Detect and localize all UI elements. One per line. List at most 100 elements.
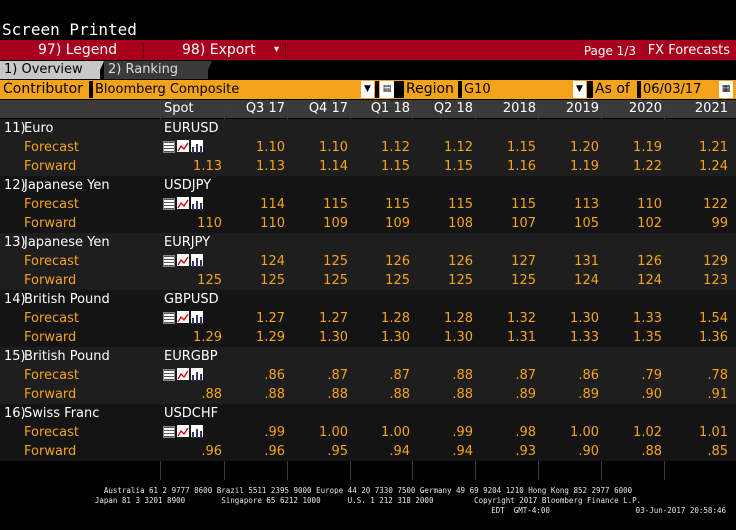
forecast-value[interactable]: 1.02 <box>633 425 662 440</box>
forward-value[interactable]: 1.33 <box>570 330 599 345</box>
currency-name[interactable]: British Pound <box>24 292 110 307</box>
spot-forward-value[interactable]: .96 <box>201 444 222 459</box>
bar-chart-icon[interactable] <box>191 425 203 438</box>
spot-forward-value[interactable]: .88 <box>201 387 222 402</box>
forward-value[interactable]: 1.13 <box>256 159 285 174</box>
asof-date-input[interactable]: 06/03/17 <box>641 81 717 98</box>
currency-name[interactable]: Japanese Yen <box>24 178 110 193</box>
forecast-value[interactable]: 125 <box>323 254 348 269</box>
forward-value[interactable]: .88 <box>452 387 473 402</box>
column-header[interactable]: Q2 18 <box>414 100 473 118</box>
export-dropdown-icon[interactable]: ▾ <box>274 44 280 55</box>
forecast-value[interactable]: 1.00 <box>319 425 348 440</box>
forward-value[interactable]: .95 <box>327 444 348 459</box>
forward-value[interactable]: 1.36 <box>699 330 728 345</box>
forward-value[interactable]: .88 <box>327 387 348 402</box>
spot-forward-value[interactable]: 1.29 <box>193 330 222 345</box>
forecast-value[interactable]: 1.10 <box>319 140 348 155</box>
forecast-value[interactable]: 110 <box>637 197 662 212</box>
line-chart-icon[interactable] <box>177 140 189 152</box>
forecast-value[interactable]: 1.10 <box>256 140 285 155</box>
forecast-value[interactable]: 1.30 <box>570 311 599 326</box>
forecast-value[interactable]: 113 <box>574 197 599 212</box>
forecast-value[interactable]: 1.21 <box>699 140 728 155</box>
forward-value[interactable]: .91 <box>707 387 728 402</box>
currency-name[interactable]: British Pound <box>24 349 110 364</box>
forecast-value[interactable]: 1.12 <box>444 140 473 155</box>
row-number[interactable]: 14) <box>4 292 26 307</box>
ticker[interactable]: EURJPY <box>164 235 211 250</box>
forward-value[interactable]: 1.19 <box>570 159 599 174</box>
forecast-value[interactable]: 1.32 <box>507 311 536 326</box>
forecast-value[interactable]: .79 <box>641 368 662 383</box>
row-number[interactable]: 15) <box>4 349 26 364</box>
forward-value[interactable]: 110 <box>260 216 285 231</box>
forward-value[interactable]: .94 <box>389 444 410 459</box>
forward-value[interactable]: 125 <box>260 273 285 288</box>
forecast-value[interactable]: 115 <box>448 197 473 212</box>
forward-value[interactable]: .93 <box>515 444 536 459</box>
forecast-value[interactable]: .99 <box>264 425 285 440</box>
calendar-icon[interactable]: ▦ <box>719 81 733 98</box>
forecast-value[interactable]: 124 <box>260 254 285 269</box>
forward-value[interactable]: 1.22 <box>633 159 662 174</box>
forecast-value[interactable]: .78 <box>707 368 728 383</box>
column-header[interactable]: 2020 <box>603 100 662 118</box>
export-button[interactable]: 98) Export <box>182 42 256 58</box>
forward-value[interactable]: 125 <box>448 273 473 288</box>
forward-value[interactable]: 1.15 <box>381 159 410 174</box>
forecast-value[interactable]: 1.54 <box>699 311 728 326</box>
row-number[interactable]: 13) <box>4 235 26 250</box>
column-header[interactable]: Q3 17 <box>226 100 285 118</box>
column-header[interactable]: 2019 <box>540 100 599 118</box>
currency-name[interactable]: Swiss Franc <box>24 406 100 421</box>
line-chart-icon[interactable] <box>177 425 189 437</box>
column-header[interactable]: Q4 17 <box>289 100 348 118</box>
forward-value[interactable]: .89 <box>515 387 536 402</box>
forecast-value[interactable]: 1.27 <box>256 311 285 326</box>
forecast-value[interactable]: 1.20 <box>570 140 599 155</box>
forward-value[interactable]: 109 <box>323 216 348 231</box>
forward-value[interactable]: .90 <box>578 444 599 459</box>
forecast-value[interactable]: 126 <box>637 254 662 269</box>
forward-value[interactable]: 99 <box>711 216 728 231</box>
forward-value[interactable]: 124 <box>637 273 662 288</box>
bar-chart-icon[interactable] <box>191 197 203 210</box>
line-chart-icon[interactable] <box>177 254 189 266</box>
forecast-value[interactable]: .98 <box>515 425 536 440</box>
spot-forward-value[interactable]: 125 <box>197 273 222 288</box>
bar-chart-icon[interactable] <box>191 254 203 267</box>
currency-name[interactable]: Japanese Yen <box>24 235 110 250</box>
forward-value[interactable]: 105 <box>574 216 599 231</box>
forward-value[interactable]: .88 <box>264 387 285 402</box>
spot-forward-value[interactable]: 1.13 <box>193 159 222 174</box>
forecast-value[interactable]: 122 <box>703 197 728 212</box>
forecast-value[interactable]: 1.01 <box>699 425 728 440</box>
bar-chart-icon[interactable] <box>191 311 203 324</box>
bar-chart-icon[interactable] <box>191 368 203 381</box>
forecast-value[interactable]: 1.19 <box>633 140 662 155</box>
row-number[interactable]: 12) <box>4 178 26 193</box>
legend-button[interactable]: 97) Legend <box>38 42 118 58</box>
forward-value[interactable]: 1.29 <box>256 330 285 345</box>
forward-value[interactable]: 1.16 <box>507 159 536 174</box>
forward-value[interactable]: 1.30 <box>319 330 348 345</box>
table-icon[interactable] <box>163 255 175 267</box>
column-header[interactable]: Q1 18 <box>352 100 410 118</box>
ticker[interactable]: USDJPY <box>164 178 212 193</box>
forecast-value[interactable]: .87 <box>327 368 348 383</box>
tab-overview[interactable]: 1) Overview <box>0 61 100 79</box>
forward-value[interactable]: .88 <box>389 387 410 402</box>
forecast-value[interactable]: .99 <box>452 425 473 440</box>
forward-value[interactable]: 123 <box>703 273 728 288</box>
forward-value[interactable]: 107 <box>511 216 536 231</box>
forecast-value[interactable]: 114 <box>260 197 285 212</box>
forward-value[interactable]: .90 <box>641 387 662 402</box>
column-header[interactable]: 2018 <box>477 100 536 118</box>
table-icon[interactable] <box>163 198 175 210</box>
forward-value[interactable]: .94 <box>452 444 473 459</box>
bar-chart-icon[interactable] <box>191 140 203 153</box>
region-list-icon[interactable]: ▤ <box>380 81 394 98</box>
forecast-value[interactable]: 1.12 <box>381 140 410 155</box>
ticker[interactable]: EURUSD <box>164 121 219 136</box>
